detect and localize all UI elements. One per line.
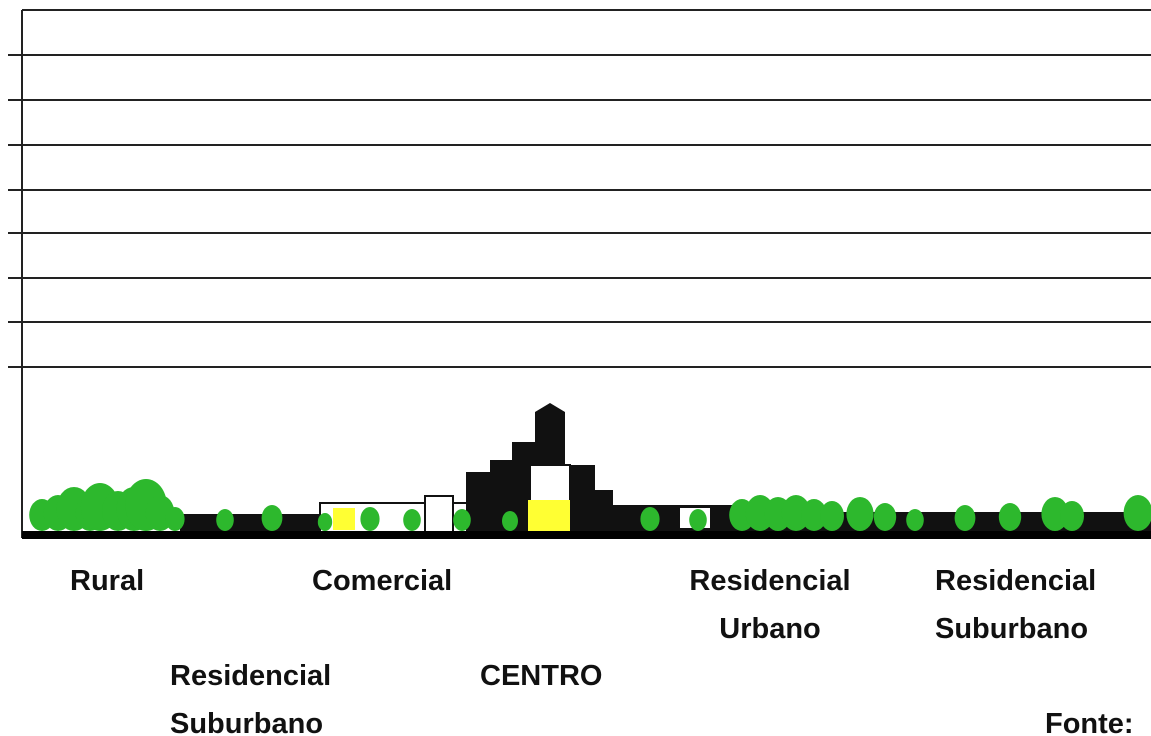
- tree: [403, 509, 421, 531]
- tree: [954, 505, 976, 531]
- tree: [640, 507, 660, 531]
- label: Suburbano: [935, 613, 1088, 645]
- label: Urbano: [719, 613, 821, 645]
- label: Residencial: [935, 565, 1096, 597]
- label: Residencial: [689, 565, 850, 597]
- tree: [261, 505, 283, 531]
- tree: [689, 509, 707, 531]
- tree: [801, 499, 827, 531]
- label: CENTRO: [480, 660, 602, 692]
- tree: [317, 513, 333, 531]
- label: Fonte:: [1045, 708, 1134, 736]
- labels: Rural Comercial Residencial Urbano Resid…: [70, 565, 1134, 736]
- tree: [502, 511, 518, 531]
- skyline: [22, 403, 1151, 539]
- tree: [906, 509, 924, 531]
- label: Rural: [70, 565, 144, 597]
- tree: [1060, 501, 1084, 531]
- tree: [453, 509, 471, 531]
- tree: [998, 503, 1022, 531]
- tree: [165, 507, 185, 531]
- tree: [873, 503, 897, 531]
- grid: [8, 9, 1151, 538]
- label: Comercial: [312, 565, 452, 597]
- label: Residencial: [170, 660, 331, 692]
- tree: [1123, 495, 1151, 531]
- label: Suburbano: [170, 708, 323, 736]
- tree: [216, 509, 234, 531]
- tree: [360, 507, 380, 531]
- tree: [846, 497, 874, 531]
- tree: [820, 501, 844, 531]
